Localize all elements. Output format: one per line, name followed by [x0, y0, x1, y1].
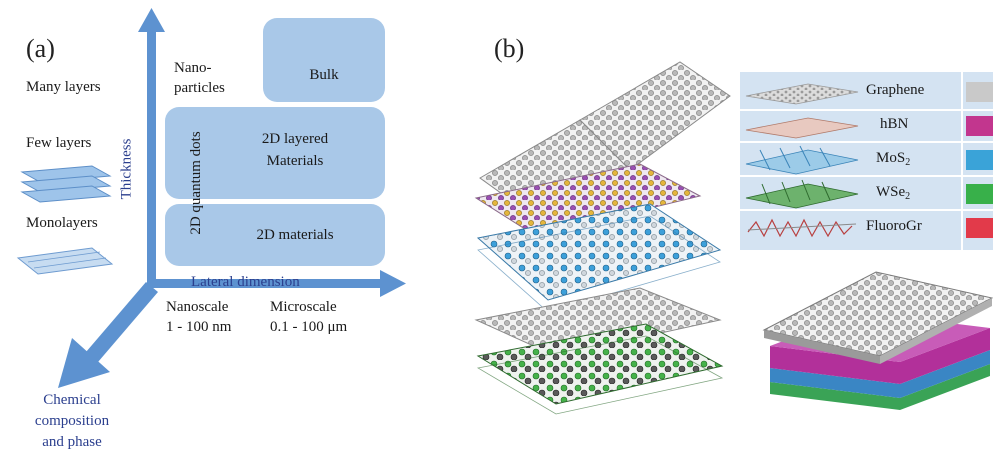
monolayer-icon — [16, 247, 114, 275]
few-layers-icon — [20, 165, 112, 203]
lateral-arrow-head — [380, 270, 406, 297]
mos2-swatch — [966, 150, 993, 170]
layered-materials-label: 2D layered Materials — [261, 131, 329, 169]
fluorogr-swatch — [966, 218, 993, 238]
hbn-swatch — [966, 116, 993, 136]
legend-hbn-label: hBN — [880, 116, 909, 132]
graphene-swatch — [966, 82, 993, 102]
monolayers-label: Monolayers — [26, 215, 98, 231]
graphene-middle-layer — [474, 287, 722, 357]
graphene-thumbnail — [745, 83, 859, 105]
panel-b-label: (b) — [494, 34, 525, 63]
materials-2d-label: 2D materials — [256, 227, 334, 243]
nanoscale-range: 1 - 100 nm — [166, 319, 232, 335]
stacked-heterostructure-block — [762, 271, 993, 410]
legend-graphene-label: Graphene — [866, 82, 925, 98]
bulk-box — [263, 18, 385, 102]
microscale-range: 0.1 - 100 μm — [270, 319, 348, 335]
wse2-thumbnail — [745, 179, 859, 209]
chemical-arrow-shaft — [86, 282, 158, 362]
panel-a-label: (a) — [26, 34, 55, 63]
lateral-dimension-label: Lateral dimension — [191, 274, 300, 290]
few-layers-label: Few layers — [26, 135, 92, 151]
chemical-arrow-head — [58, 338, 110, 388]
thickness-arrow-head — [138, 8, 165, 32]
lateral-arrow-shaft — [150, 279, 382, 288]
fluorographene-thumbnail — [747, 218, 857, 238]
chemical-composition-label: Chemical composition and phase — [34, 392, 110, 450]
many-layers-label: Many layers — [26, 79, 101, 95]
nanoscale-label: Nanoscale — [166, 299, 229, 315]
hbn-layer — [474, 163, 702, 237]
wse2-layer — [476, 323, 724, 415]
materials-2d-box — [165, 204, 385, 266]
legend-mos2-label: MoS2 — [876, 150, 911, 168]
nanoparticles-label: Nano- particles — [174, 60, 225, 96]
thickness-arrow-shaft — [147, 30, 156, 288]
bulk-label: Bulk — [309, 67, 339, 83]
wse2-swatch — [966, 184, 993, 204]
hbn-thumbnail — [745, 117, 859, 139]
legend-fluorogr-label: FluoroGr — [866, 218, 922, 234]
microscale-label: Microscale — [270, 299, 337, 315]
legend-wse2-label: WSe2 — [876, 184, 911, 202]
mos2-thumbnail — [745, 145, 859, 175]
layered-materials-box — [165, 107, 385, 199]
mos2-layer — [476, 203, 722, 313]
